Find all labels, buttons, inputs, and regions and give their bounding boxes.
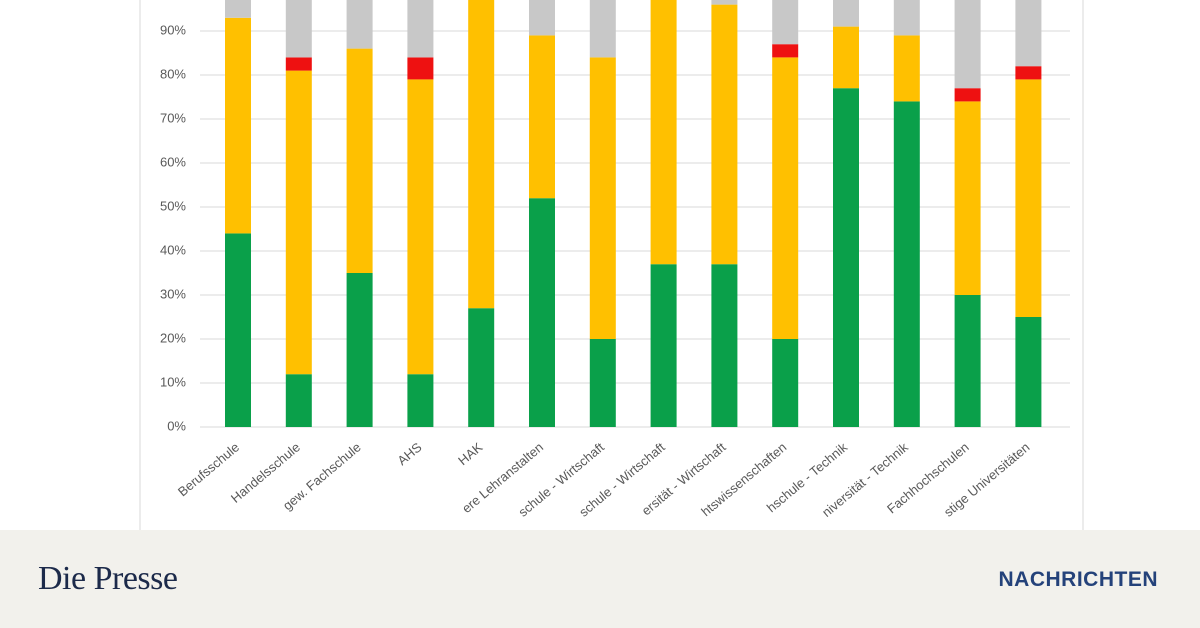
bar-segment bbox=[1015, 317, 1042, 427]
x-tick-label: AHS bbox=[394, 439, 424, 468]
bar-segment bbox=[772, 57, 799, 340]
bar-segment bbox=[711, 4, 738, 265]
bar-segment bbox=[285, 57, 312, 71]
bar-segment bbox=[285, 0, 312, 58]
banner: Die Presse NACHRICHTEN bbox=[0, 530, 1200, 628]
bar-segment bbox=[589, 339, 616, 427]
y-tick-label: 40% bbox=[160, 242, 186, 257]
y-tick-label: 80% bbox=[160, 66, 186, 81]
bar-segment bbox=[529, 0, 555, 36]
y-tick-label: 60% bbox=[160, 154, 186, 169]
bar-segment bbox=[407, 0, 434, 58]
bar-segment bbox=[346, 273, 373, 427]
bar-segment bbox=[893, 0, 920, 36]
bar-segment bbox=[833, 26, 859, 89]
bar-segment bbox=[225, 17, 251, 234]
bar-segment bbox=[893, 101, 920, 428]
bar-segment bbox=[225, 0, 251, 18]
bar-segment bbox=[529, 198, 555, 427]
bar-segment bbox=[772, 339, 799, 427]
bar-segment bbox=[407, 374, 434, 427]
bar-segment bbox=[589, 57, 616, 340]
bar-segment bbox=[285, 374, 312, 427]
bar-segment bbox=[954, 88, 981, 102]
bar-segment bbox=[285, 70, 312, 375]
bar-segment bbox=[468, 308, 495, 427]
bar-segment bbox=[529, 35, 555, 199]
bar-segment bbox=[650, 0, 677, 265]
y-tick-label: 10% bbox=[160, 374, 186, 389]
y-tick-label: 30% bbox=[160, 286, 186, 301]
bar-segment bbox=[711, 264, 738, 427]
x-tick-label: HAK bbox=[455, 439, 485, 468]
bar-segment bbox=[225, 233, 251, 427]
bar-segment bbox=[772, 44, 799, 58]
section-label[interactable]: NACHRICHTEN bbox=[998, 568, 1158, 591]
bar-segment bbox=[650, 264, 677, 427]
bar-segment bbox=[833, 88, 859, 427]
bar-segment bbox=[954, 295, 981, 427]
bar-segment bbox=[346, 0, 373, 49]
bar-segment bbox=[346, 48, 373, 273]
y-tick-label: 20% bbox=[160, 330, 186, 345]
bar-segment bbox=[893, 35, 920, 102]
bar-segment bbox=[1015, 79, 1042, 318]
bar-segment bbox=[954, 101, 981, 296]
y-tick-label: 50% bbox=[160, 198, 186, 213]
logo[interactable]: Die Presse bbox=[38, 560, 178, 597]
bar-segment bbox=[407, 79, 434, 375]
bar-segment bbox=[1015, 66, 1042, 80]
bar-segment bbox=[468, 0, 495, 309]
bar-segment bbox=[954, 0, 981, 89]
y-tick-label: 70% bbox=[160, 110, 186, 125]
bar-segment bbox=[772, 0, 799, 45]
bar-segment bbox=[589, 0, 616, 58]
bar-segment bbox=[711, 0, 738, 5]
bar-segment bbox=[1015, 0, 1042, 67]
bar-segment bbox=[407, 57, 434, 80]
bar-segment bbox=[833, 0, 859, 27]
y-tick-label: 90% bbox=[160, 22, 186, 37]
y-tick-label: 0% bbox=[167, 418, 186, 433]
